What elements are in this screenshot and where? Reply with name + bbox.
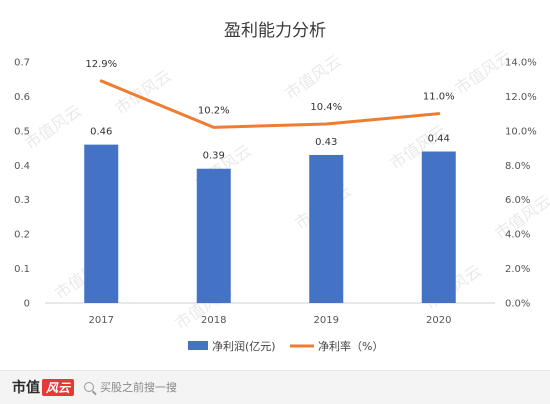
left-axis-tick-label: 0.1 — [14, 264, 30, 275]
line-value-label: 11.0% — [423, 92, 455, 103]
watermark-text: 市值风云 — [111, 66, 174, 118]
brand-logo: 市值 风云 — [12, 377, 75, 397]
brand-text: 市值 — [12, 380, 40, 396]
right-axis-tick-label: 6.0% — [505, 195, 530, 206]
left-axis-tick-label: 0.3 — [14, 195, 30, 206]
net-margin-line — [99, 79, 441, 129]
bar — [309, 154, 344, 303]
bar-value-label: 0.43 — [315, 137, 337, 148]
legend-label-bar: 净利润(亿元) — [212, 339, 276, 353]
legend-swatch-bar — [188, 341, 208, 350]
right-axis-tick-label: 8.0% — [505, 161, 530, 172]
right-axis-tick-label: 0.0% — [505, 299, 530, 310]
x-axis-tick-label: 2019 — [314, 315, 339, 326]
bar — [421, 151, 456, 303]
legend-label-line: 净利率（%） — [318, 339, 383, 353]
brand-mark: 风云 — [42, 379, 75, 396]
footer-bar: 市值 风云 买股之前搜一搜 — [0, 370, 550, 404]
x-axis-ticks: 2017 2018 2019 2020 — [89, 315, 452, 326]
right-axis-tick-label: 12.0% — [505, 92, 537, 103]
bar — [84, 144, 119, 303]
line-value-label: 12.9% — [85, 59, 117, 70]
bars-layer — [84, 144, 456, 303]
line-value-label: 10.4% — [310, 102, 342, 113]
watermark-text: 市值风云 — [281, 51, 344, 103]
chart-title: 盈利能力分析 — [224, 21, 326, 41]
left-axis-tick-label: 0.4 — [14, 161, 30, 172]
chart-card: 市值风云市值风云市值风云市值风云市值风云市值风云市值风云市值风云市值风云市值风云… — [0, 0, 550, 371]
x-axis-tick-label: 2017 — [89, 315, 114, 326]
left-axis-tick-label: 0 — [24, 299, 30, 310]
left-axis-tick-label: 0.5 — [14, 126, 30, 137]
bar-value-label: 0.46 — [90, 127, 112, 138]
right-axis-tick-label: 2.0% — [505, 264, 530, 275]
left-axis-ticks: 0 0.1 0.2 0.3 0.4 0.5 0.6 0.7 — [14, 58, 30, 310]
legend: 净利润(亿元) 净利率（%） — [188, 339, 383, 353]
watermark-text: 市值风云 — [451, 46, 514, 98]
search-icon[interactable] — [84, 382, 95, 392]
bar — [196, 168, 231, 303]
right-axis-tick-label: 10.0% — [505, 126, 537, 137]
line-layer: 12.9% 10.2% 10.4% 11.0% — [85, 59, 455, 129]
search-hint-text[interactable]: 买股之前搜一搜 — [100, 381, 178, 394]
right-axis-ticks: 0.0% 2.0% 4.0% 6.0% 8.0% 10.0% 12.0% 14.0% — [505, 58, 537, 310]
x-axis-tick-label: 2020 — [426, 315, 451, 326]
left-axis-tick-label: 0.2 — [14, 230, 30, 241]
line-value-label: 10.2% — [198, 105, 230, 116]
profitability-chart: 市值风云市值风云市值风云市值风云市值风云市值风云市值风云市值风云市值风云市值风云… — [14, 21, 550, 353]
right-axis-tick-label: 4.0% — [505, 230, 530, 241]
left-axis-tick-label: 0.7 — [14, 58, 30, 69]
bar-labels-layer: 0.46 0.39 0.43 0.44 — [90, 127, 450, 162]
left-axis-tick-label: 0.6 — [14, 92, 30, 103]
bar-value-label: 0.44 — [428, 134, 450, 145]
bar-value-label: 0.39 — [203, 151, 225, 162]
x-axis-tick-label: 2018 — [201, 315, 226, 326]
watermark-text: 市值风云 — [21, 101, 84, 153]
right-axis-tick-label: 14.0% — [505, 58, 537, 69]
